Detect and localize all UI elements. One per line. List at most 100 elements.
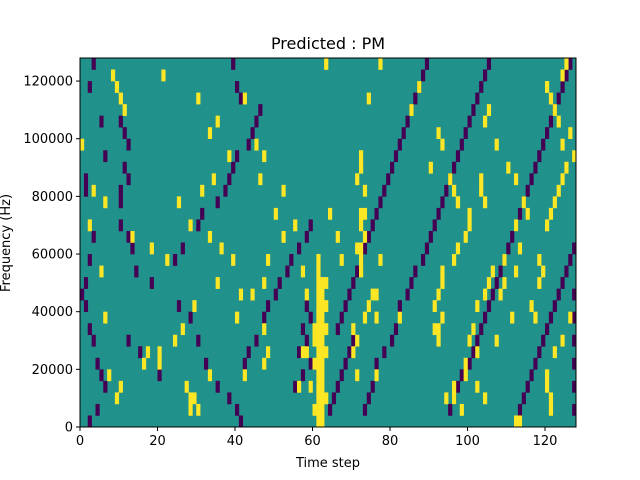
heatmap-cell-high xyxy=(258,173,263,186)
heatmap-cell-high xyxy=(362,230,368,243)
plot-area xyxy=(79,57,577,428)
heatmap-cell-high xyxy=(452,184,457,197)
heatmap-cell-high xyxy=(545,369,550,382)
heatmap-cell-high xyxy=(560,173,565,186)
heatmap-cell-low xyxy=(424,58,430,70)
heatmap-cell-high xyxy=(316,392,321,405)
heatmap-cell-high xyxy=(545,219,550,232)
heatmap-cell-high xyxy=(351,346,356,359)
heatmap-cell-high xyxy=(320,300,325,312)
heatmap-cell-high xyxy=(351,323,356,336)
heatmap-cell-low xyxy=(118,115,123,128)
heatmap-cell-low xyxy=(463,127,468,140)
heatmap-cell-high xyxy=(455,196,461,209)
heatmap-cell-low xyxy=(227,392,232,405)
heatmap-cell-high xyxy=(560,138,565,151)
heatmap-cell-low xyxy=(83,300,89,312)
heatmap-cell-high xyxy=(114,392,120,405)
heatmap-cell-high xyxy=(436,323,441,336)
heatmap-cell-low xyxy=(258,104,263,116)
heatmap-cell-high xyxy=(316,346,321,359)
heatmap-cell-high xyxy=(149,242,154,255)
heatmap-cell-high xyxy=(440,311,445,324)
heatmap-cell-low xyxy=(362,242,368,255)
heatmap-cell-high xyxy=(374,311,379,324)
heatmap-cell-low xyxy=(440,196,445,209)
heatmap-cell-high xyxy=(316,334,321,347)
heatmap-cell-low xyxy=(331,392,337,405)
heatmap-cell-high xyxy=(324,300,329,312)
heatmap-cell-high xyxy=(359,219,364,232)
heatmap-cell-high xyxy=(552,346,557,359)
heatmap-cell-low xyxy=(196,334,201,347)
heatmap-cell-high xyxy=(173,334,178,347)
heatmap-cell-high xyxy=(316,265,321,278)
plot-frame xyxy=(79,57,577,428)
heatmap-cell-low xyxy=(560,81,565,93)
heatmap-cell-low xyxy=(83,173,89,186)
heatmap-cell-high xyxy=(320,334,325,347)
y-axis-label: Frequency (Hz) xyxy=(0,194,14,292)
heatmap-cell-high xyxy=(548,403,554,416)
heatmap-cell-high xyxy=(494,138,499,151)
heatmap-cell-low xyxy=(382,346,387,359)
heatmap-cell-high xyxy=(312,334,317,347)
heatmap-cell-low xyxy=(304,300,309,312)
heatmap-cell-low xyxy=(533,357,538,370)
heatmap-cell-low xyxy=(556,92,561,105)
y-tick-label: 120000 xyxy=(23,75,73,90)
x-tick-label: 100 xyxy=(455,434,480,449)
heatmap-cell-low xyxy=(572,288,577,301)
heatmap-cell-low xyxy=(572,242,577,255)
heatmap-cell-high xyxy=(475,300,480,312)
heatmap-cell-high xyxy=(312,323,317,336)
heatmap-cell-high xyxy=(452,380,457,393)
heatmap-cell-high xyxy=(130,230,135,243)
heatmap-cell-low xyxy=(289,254,294,266)
heatmap-cell-high xyxy=(87,219,92,232)
heatmap-cell-high xyxy=(556,184,561,197)
heatmap-cell-low xyxy=(339,369,344,382)
heatmap-cell-low xyxy=(541,334,546,347)
heatmap-cell-low xyxy=(103,150,108,163)
heatmap-cell-low xyxy=(525,380,530,393)
heatmap-cell-low xyxy=(285,265,290,278)
heatmap-cell-high xyxy=(448,173,453,186)
heatmap-cell-low xyxy=(335,323,340,336)
heatmap-cell-low xyxy=(533,161,538,174)
heatmap-cell-low xyxy=(537,346,542,359)
heatmap-cell-low xyxy=(87,254,92,266)
heatmap-cell-high xyxy=(467,334,472,347)
heatmap-cell-high xyxy=(157,346,162,359)
heatmap-cell-high xyxy=(180,323,185,336)
heatmap-cell-high xyxy=(545,380,550,393)
heatmap-cell-high xyxy=(242,92,247,105)
heatmap-cell-low xyxy=(304,230,309,243)
heatmap-cell-high xyxy=(471,323,476,336)
heatmap-cell-low xyxy=(200,207,205,220)
heatmap-cell-high xyxy=(486,277,492,289)
heatmap-cell-high xyxy=(250,288,255,301)
heatmap-cell-high xyxy=(316,254,321,266)
heatmap-cell-high xyxy=(440,265,445,278)
heatmap-cell-high xyxy=(188,392,193,405)
heatmap-cell-high xyxy=(510,311,515,324)
heatmap-cell-low xyxy=(126,334,131,347)
y-tick-label: 40000 xyxy=(32,305,73,320)
heatmap-cell-low xyxy=(304,334,309,347)
heatmap-cell-low xyxy=(87,415,92,428)
heatmap-cell-high xyxy=(498,288,503,301)
y-tick-label: 20000 xyxy=(32,363,73,378)
heatmap-cell-high xyxy=(118,92,123,105)
heatmap-cell-high xyxy=(545,81,550,93)
heatmap-cell-high xyxy=(548,392,554,405)
heatmap-cell-high xyxy=(537,277,542,289)
heatmap-cell-low xyxy=(421,254,426,266)
heatmap-cell-high xyxy=(455,242,461,255)
heatmap-cell-low xyxy=(118,184,123,197)
heatmap-cell-high xyxy=(502,254,507,266)
heatmap-cell-high xyxy=(463,230,468,243)
heatmap-cell-high xyxy=(359,265,364,278)
heatmap-cell-low xyxy=(382,184,387,197)
heatmap-cell-high xyxy=(103,196,108,209)
